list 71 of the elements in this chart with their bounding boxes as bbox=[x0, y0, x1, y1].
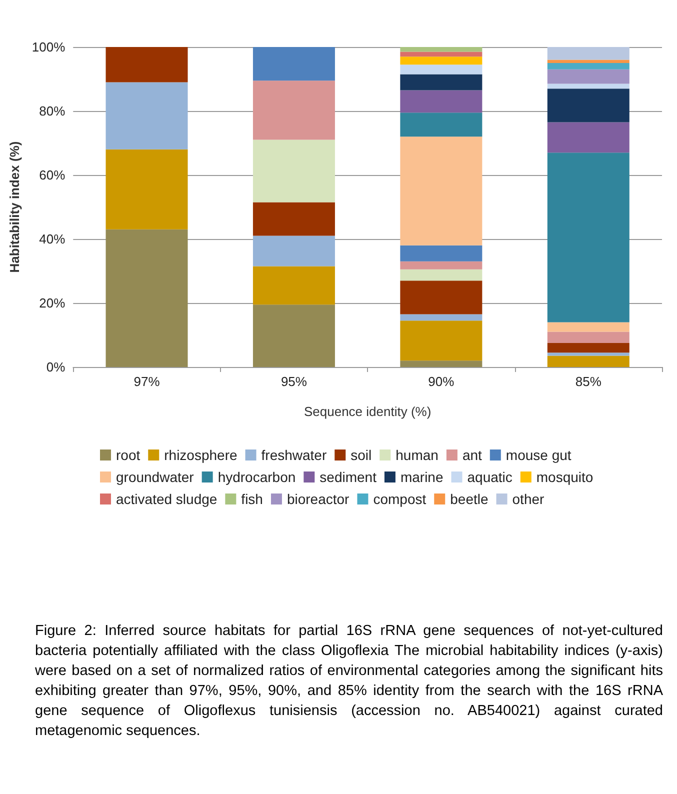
legend-label: compost bbox=[373, 491, 426, 507]
bar bbox=[547, 69, 630, 84]
bar bbox=[547, 47, 630, 60]
bar bbox=[400, 136, 482, 246]
bar bbox=[400, 74, 482, 90]
bar bbox=[400, 269, 482, 281]
bar bbox=[547, 63, 630, 70]
x-axis-title: Sequence identity (%) bbox=[304, 404, 432, 419]
bar bbox=[252, 47, 335, 81]
bar bbox=[400, 90, 482, 113]
legend-label: human bbox=[396, 447, 438, 463]
x-tick-label: 85% bbox=[575, 374, 602, 389]
bar bbox=[252, 266, 335, 305]
y-tick-label: 0% bbox=[46, 360, 66, 374]
bar bbox=[252, 202, 335, 236]
legend-label: fish bbox=[241, 491, 263, 507]
legend-label: aquatic bbox=[467, 469, 512, 485]
x-tick-label: 97% bbox=[134, 374, 160, 389]
bar bbox=[547, 152, 630, 322]
bar bbox=[400, 112, 482, 137]
bar bbox=[547, 60, 630, 63]
y-tick-label: 80% bbox=[39, 104, 66, 118]
y-tick-label: 100% bbox=[32, 40, 66, 54]
legend-label: sediment bbox=[320, 469, 377, 485]
bar bbox=[400, 280, 482, 314]
bar bbox=[547, 84, 630, 89]
legend-label: mouse gut bbox=[506, 447, 572, 463]
bar bbox=[400, 47, 482, 52]
legend-label: bioreactor bbox=[286, 491, 350, 507]
bar bbox=[547, 88, 630, 122]
legend-label: mosquito bbox=[536, 469, 594, 485]
bar bbox=[400, 56, 482, 65]
bar bbox=[547, 352, 630, 356]
bar bbox=[252, 236, 335, 266]
x-tick-label: 90% bbox=[428, 374, 455, 389]
legend-label: activated sludge bbox=[116, 491, 218, 507]
bar bbox=[400, 320, 482, 361]
legend-label: rhizosphere bbox=[164, 447, 238, 463]
bar bbox=[252, 80, 335, 140]
legend-label: marine bbox=[400, 469, 444, 485]
x-tick-label: 95% bbox=[280, 374, 308, 389]
y-tick-label: 20% bbox=[39, 296, 66, 310]
bar bbox=[400, 52, 482, 57]
legend-label: root bbox=[116, 447, 140, 463]
bar bbox=[547, 332, 630, 343]
bar bbox=[547, 356, 630, 367]
legend-label: ant bbox=[462, 447, 482, 463]
bar bbox=[400, 360, 482, 367]
bar bbox=[106, 149, 188, 230]
legend-label: hydrocarbon bbox=[218, 469, 296, 485]
bar bbox=[547, 343, 630, 353]
bar bbox=[106, 229, 188, 367]
bar bbox=[400, 245, 482, 262]
legend-label: freshwater bbox=[261, 447, 327, 463]
bar bbox=[106, 47, 188, 82]
y-tick-label: 40% bbox=[39, 232, 66, 246]
bar bbox=[547, 322, 630, 332]
legend-label: beetle bbox=[450, 491, 488, 507]
bar bbox=[547, 122, 630, 153]
caption: Figure 2: Inferred source habitats for partial 16S rRNA gene sequences of not-yet-cultured bacteria potentially affiliated with the class Oligoflexia The microbial habitability indices (y-axis) were based on a set of normalized ratios of environmental categories among the significant hits exhibiting greater than 97%, 95%, 90%, and 85% identity from the search with the 16S rRNA gene sequence of Oligoflexus tunisiensis (accession no. AB540021) against curated metagenomic sequences. bbox=[35, 622, 663, 741]
y-axis-title: Habitability index (%) bbox=[7, 141, 22, 273]
bar bbox=[400, 64, 482, 74]
bar bbox=[400, 314, 482, 321]
legend-label: other bbox=[512, 491, 545, 507]
bar bbox=[400, 261, 482, 270]
bar bbox=[252, 304, 335, 367]
legend-label: groundwater bbox=[116, 469, 194, 485]
bar bbox=[252, 140, 335, 202]
legend-label: soil bbox=[350, 447, 372, 463]
y-tick-label: 60% bbox=[39, 168, 66, 182]
bar bbox=[106, 82, 188, 150]
